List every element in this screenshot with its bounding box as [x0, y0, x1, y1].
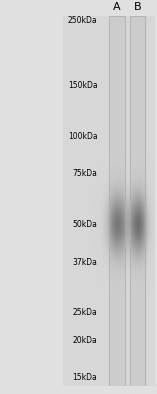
- Text: A: A: [113, 2, 121, 12]
- Text: 50kDa: 50kDa: [73, 220, 97, 229]
- Text: 250kDa: 250kDa: [68, 16, 97, 25]
- Text: 25kDa: 25kDa: [73, 308, 97, 317]
- Text: 20kDa: 20kDa: [73, 336, 97, 346]
- Text: 37kDa: 37kDa: [73, 258, 97, 268]
- Bar: [109, 16, 125, 386]
- Text: 100kDa: 100kDa: [68, 132, 97, 141]
- Text: 150kDa: 150kDa: [68, 81, 97, 90]
- Text: B: B: [134, 2, 141, 12]
- Text: 75kDa: 75kDa: [73, 169, 97, 178]
- Bar: [130, 16, 145, 386]
- Text: 15kDa: 15kDa: [73, 373, 97, 382]
